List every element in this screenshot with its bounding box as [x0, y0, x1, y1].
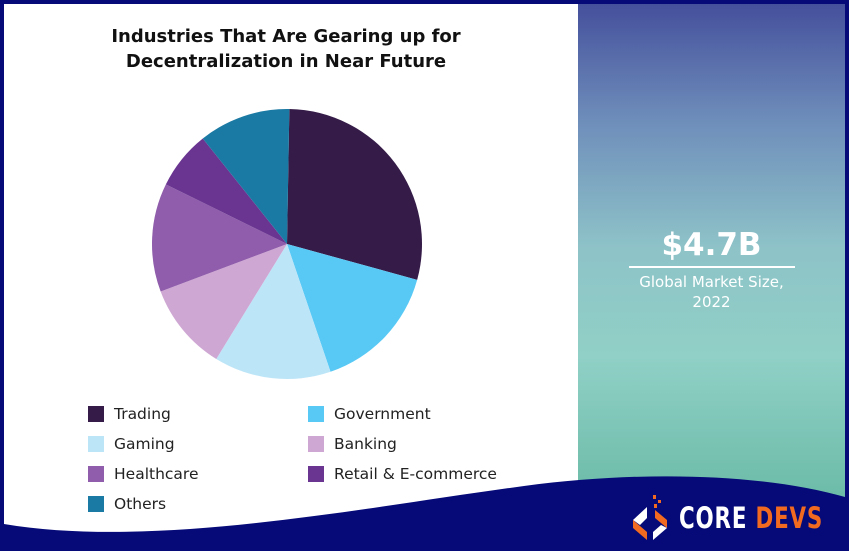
logo-cube-icon — [633, 495, 667, 540]
pie-slice-retail-e-commerce — [165, 138, 287, 244]
legend-swatch — [308, 466, 324, 482]
pie-slice-others — [202, 108, 290, 244]
market-size-year: 2022 — [692, 293, 731, 311]
legend-swatch — [88, 496, 104, 512]
infographic: Industries That Are Gearing up for Decen… — [4, 4, 845, 547]
legend-label: Others — [114, 495, 167, 513]
title-line-2: Decentralization in Near Future — [125, 51, 447, 72]
pie-slice-trading — [287, 109, 422, 280]
stat-panel — [578, 4, 845, 547]
divider — [628, 266, 795, 268]
legend-swatch — [88, 466, 104, 482]
legend-item: Government — [308, 405, 528, 423]
pie-slice-banking — [160, 244, 287, 359]
title-line-1: Industries That Are Gearing up for — [111, 26, 461, 47]
pie-slice-government — [287, 244, 418, 372]
legend-swatch — [88, 436, 104, 452]
pie-slice-healthcare — [151, 184, 287, 292]
logo-word-devs: DEVS — [755, 501, 824, 535]
pie-slice-gaming — [216, 244, 331, 379]
legend-item: Trading — [88, 405, 308, 423]
legend-swatch — [308, 436, 324, 452]
core-devs-logo: CORE DEVS — [631, 495, 845, 541]
market-size-label: Global Market Size, — [639, 273, 784, 291]
legend-item: Others — [88, 495, 308, 513]
legend-label: Retail & E-commerce — [334, 465, 497, 483]
legend-item: Healthcare — [88, 465, 308, 483]
legend-label: Banking — [334, 435, 397, 453]
market-size-value: $4.7B — [661, 227, 762, 263]
legend-item: Banking — [308, 435, 528, 453]
legend-label: Trading — [114, 405, 171, 423]
legend-label: Gaming — [114, 435, 175, 453]
legend-item: Retail & E-commerce — [308, 465, 528, 483]
legend-swatch — [308, 406, 324, 422]
chart-title: Industries That Are Gearing up for Decen… — [64, 24, 508, 74]
legend-swatch — [88, 406, 104, 422]
pie-chart — [151, 108, 422, 379]
legend-label: Government — [334, 405, 431, 423]
legend-item: Gaming — [88, 435, 308, 453]
legend-label: Healthcare — [114, 465, 199, 483]
legend: Trading Government Gaming Banking Healthcare… — [88, 405, 528, 513]
bottom-wave — [4, 476, 845, 547]
market-size-stat: $4.7B Global Market Size, 2022 — [578, 226, 845, 312]
logo-word-core: CORE — [679, 501, 748, 535]
